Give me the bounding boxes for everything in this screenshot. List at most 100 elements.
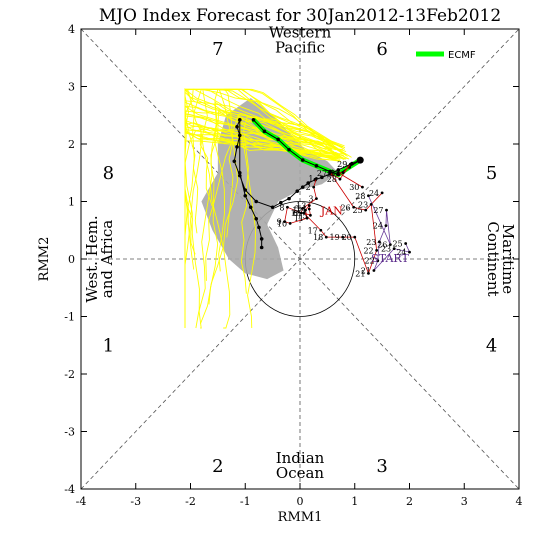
- y-tick-label: 2: [68, 138, 75, 151]
- observed-point: [301, 207, 305, 210]
- observed-point-label: 30: [349, 183, 359, 192]
- observed-point: [315, 197, 318, 201]
- observed-point: [367, 271, 370, 275]
- observed-point: [288, 221, 292, 225]
- forecast-point: [248, 205, 253, 210]
- observed-point: [384, 224, 388, 228]
- observed-point: [304, 208, 307, 212]
- phase-number-label: 5: [486, 163, 497, 184]
- region-label-line: and Africa: [98, 220, 116, 298]
- forecast-point: [237, 170, 242, 175]
- forecast-point: [295, 189, 300, 193]
- x-tick-label: 0: [297, 495, 304, 508]
- x-tick-label: -2: [185, 495, 196, 508]
- forecast-point: [254, 216, 258, 221]
- x-tick-label: 4: [516, 495, 523, 508]
- x-axis-label: RMM1: [278, 510, 323, 525]
- region-label-line: West. Hem.: [83, 215, 101, 302]
- x-tick-label: 2: [406, 495, 413, 508]
- observed-point: [341, 171, 345, 175]
- y-tick-label: 3: [68, 81, 75, 94]
- observed-point-label: 27: [317, 169, 327, 178]
- forecast-point: [270, 205, 275, 210]
- observed-point-label: 22: [365, 257, 375, 266]
- observed-point: [388, 243, 392, 247]
- forecast-point: [254, 199, 258, 204]
- region-label-line: Indian: [276, 449, 325, 467]
- observed-point-label: 17: [308, 226, 318, 235]
- observed-point-label: 18: [313, 233, 323, 242]
- observed-point-label: 26: [377, 241, 387, 250]
- y-tick-label: -2: [64, 368, 75, 381]
- observed-point: [361, 185, 364, 189]
- observed-point-label: 13: [296, 202, 306, 211]
- y-tick-label: 0: [68, 253, 75, 266]
- observed-point: [372, 269, 376, 272]
- forecast-point: [262, 129, 267, 134]
- observed-point-label: 2: [306, 183, 311, 192]
- observed-point-label: 23: [358, 200, 368, 209]
- observed-track-feb: [368, 195, 411, 271]
- region-label-line: Continent: [484, 221, 502, 296]
- ensemble-member-line: [205, 88, 345, 281]
- forecast-point: [237, 118, 242, 122]
- observed-point: [307, 207, 311, 211]
- ensemble-member-line: [216, 88, 346, 238]
- ensemble-member-line: [184, 88, 344, 266]
- y-tick-label: 1: [68, 196, 75, 209]
- forecast-point: [243, 193, 248, 198]
- ensemble-member-line: [184, 92, 340, 291]
- forecast-start-marker: [356, 156, 364, 164]
- phase-number-label: 2: [212, 456, 223, 477]
- observed-point: [348, 162, 352, 166]
- observed-point-label: 23: [381, 245, 391, 254]
- observed-point-label: 24: [369, 189, 379, 198]
- observed-point-label: 31: [325, 169, 335, 178]
- observed-point-label: 16: [291, 209, 301, 218]
- observed-point-label: 6: [293, 209, 298, 218]
- observed-point-label: 21: [361, 267, 371, 276]
- observed-point-label: 20: [342, 233, 352, 242]
- observed-point-label: 8: [279, 203, 284, 212]
- region-label-line: Pacific: [275, 38, 325, 56]
- forecast-point: [314, 164, 319, 168]
- forecast-point: [237, 173, 242, 178]
- observed-point: [385, 208, 388, 212]
- observed-point: [299, 211, 303, 215]
- observed-point: [305, 216, 309, 220]
- forecast-point: [287, 196, 291, 201]
- observed-point: [309, 213, 312, 217]
- annotation-label: JAN: [320, 205, 343, 218]
- observed-point: [392, 247, 396, 251]
- phase-number-label: 4: [486, 335, 497, 356]
- observed-point: [338, 177, 342, 181]
- ensemble-member-line: [199, 113, 348, 325]
- observed-point-label: 28: [327, 175, 337, 184]
- observed-point-label: 5: [295, 204, 300, 213]
- observed-point: [353, 235, 357, 239]
- region-label: West. Hem.and Africa: [83, 215, 116, 302]
- observed-point-label: 10: [277, 219, 287, 228]
- phase-number-label: 3: [376, 456, 387, 477]
- forecast-point: [300, 185, 305, 189]
- observed-point: [380, 191, 384, 195]
- forecast-point: [259, 237, 264, 241]
- observed-point: [336, 171, 340, 175]
- observed-point: [364, 208, 368, 212]
- x-tick-label: 1: [351, 495, 358, 508]
- forecast-point: [306, 181, 311, 185]
- observed-track-jan: [284, 163, 383, 275]
- forecast-point: [300, 158, 305, 162]
- observed-point: [375, 248, 379, 252]
- observed-point: [283, 220, 287, 224]
- forecast-point: [320, 175, 324, 180]
- observed-point-label: 27: [373, 206, 383, 215]
- forecast-point: [336, 168, 341, 172]
- observed-point-label: 9: [277, 218, 282, 227]
- ensemble-members: [184, 87, 352, 329]
- x-tick-label: 3: [461, 495, 468, 508]
